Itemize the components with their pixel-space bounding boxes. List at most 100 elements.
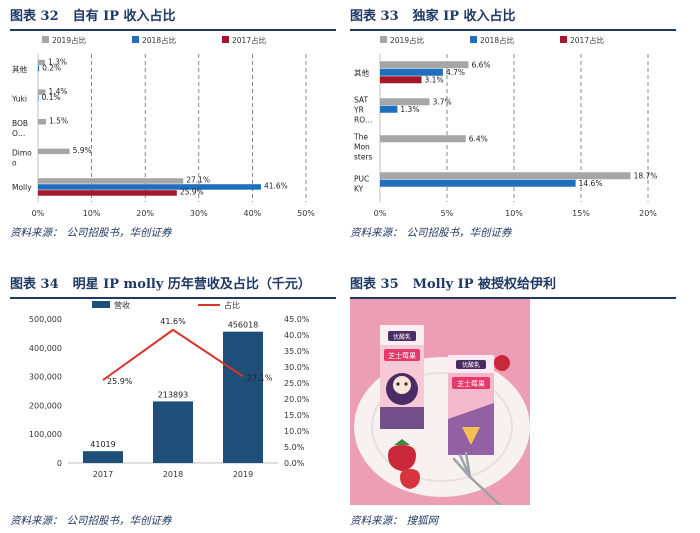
figure-35-number: 图表 35 [350,277,399,292]
bar-label-3-1: 14.6% [579,179,603,188]
legend-label-2: 2017占比 [570,35,605,45]
category-label-2-1: O… [12,129,25,138]
bar-4-0 [38,178,184,184]
figure-33-title-text: 独家 IP 收入占比 [412,9,516,24]
category-label-2-2: sters [354,153,373,162]
bar-label-2-0: 1.5% [49,117,68,126]
y-right-tick-1: 5.0% [284,443,305,452]
y-left-tick-1: 100,000 [29,430,62,439]
bar-3-0 [380,172,631,180]
y-left-tick-0: 0 [57,459,62,468]
y-left-tick-3: 300,000 [29,373,62,382]
revenue-bar-1 [153,401,193,463]
legend-label-0: 2019占比 [52,35,87,45]
category-label-2-0: BOB [12,119,28,128]
figure-34-title: 图表 34 明星 IP molly 历年营收及占比（千元） [10,274,311,296]
figure-34-number: 图表 34 [10,277,59,292]
bar-0-1 [380,68,443,76]
x-tick-label-2: 10% [505,209,523,218]
x-tick-label-0: 0% [374,209,387,218]
bar-0-1 [38,65,40,72]
figure-35-rule [350,297,676,299]
figure-32-number: 图表 32 [10,9,59,24]
box-right-product: 芝士莓果 [457,379,485,388]
figure-33-source-text: 公司招股书，华创证券 [406,227,512,239]
figure-32-chart: 2019占比 2018占比 2017占比 0% 10% 20% 30% 40% 50% 其他 1.3… [11,35,315,218]
legend-swatch-0 [380,36,387,43]
bar-label-0-1: 4.7% [446,68,465,77]
x-tick-label-4: 40% [244,209,262,218]
bar-1-1 [38,95,39,101]
bar-label-3-0: 5.9% [73,146,92,155]
x-tick-label-1: 5% [441,209,454,218]
category-label-0-0: 其他 [12,64,27,74]
bar-0-0 [38,59,45,66]
box-left-brand: 优酸乳 [393,333,411,341]
bar-4-2 [38,190,177,196]
figure-32-title: 图表 32 自有 IP 收入占比 [10,6,176,28]
legend-label-bars: 营收 [114,300,130,310]
bar-label-4-0: 27.1% [186,176,210,185]
legend-swatch-bars [92,301,110,308]
bar-1-0 [38,89,46,95]
category-label-3-0: PUC [354,175,369,184]
y-right-tick-2: 10.0% [284,427,310,436]
legend-swatch-0 [42,36,49,43]
x-tick-label-3: 15% [572,209,590,218]
share-label-0: 25.9% [107,377,133,386]
x-tick-label-2: 2019 [233,470,253,479]
figure-34-source-text: 公司招股书，华创证券 [66,515,172,527]
drink-box-left: 优酸乳 芝士莓果 [380,325,424,429]
bar-3-0 [38,148,70,155]
y-right-tick-9: 45.0% [284,315,310,324]
legend-label-1: 2018占比 [142,35,177,45]
figure-32-title-text: 自有 IP 收入占比 [72,9,176,24]
y-left-tick-4: 400,000 [29,344,62,353]
bar-0-0 [380,61,469,69]
figure-35-title: 图表 35 Molly IP 被授权给伊利 [350,274,556,296]
bar-3-1 [380,179,576,187]
figure-34-panel: 图表 34 明星 IP molly 历年营收及占比（千元） 营收 占比 0 100,00… [10,274,336,530]
category-label-1-0: Yuki [11,94,27,103]
figure-35-panel: 图表 35 Molly IP 被授权给伊利 优酸乳 芝士莓果 [350,274,676,530]
category-label-3-0: Dimo [12,149,32,158]
y-left-tick-5: 500,000 [29,315,62,324]
figure-32-source: 资料来源： 公司招股书，华创证券 [10,225,172,240]
bar-2-0 [380,135,466,143]
x-tick-label-3: 30% [190,209,208,218]
legend-swatch-2 [222,36,229,43]
bar-1-0 [380,98,430,106]
legend-label-line: 占比 [224,300,240,310]
y-right-tick-5: 25.0% [284,379,310,388]
y-right-tick-3: 15.0% [284,411,310,420]
figure-33-rule [350,29,676,31]
x-tick-label-1: 2018 [163,470,183,479]
category-label-2-1: Mon [354,143,370,152]
category-label-1-0: SAT [354,96,368,105]
bar-label-2-0: 6.4% [469,134,488,143]
bar-2-0 [38,119,47,125]
category-label-1-2: RO… [354,116,373,125]
bar-0-2 [380,76,422,84]
figure-33-source: 资料来源： 公司招股书，华创证券 [350,225,512,240]
bar-1-1 [380,105,398,113]
x-tick-label-4: 20% [639,209,657,218]
figure-34-rule [10,297,336,299]
revenue-bar-0 [83,451,123,463]
category-label-0-0: 其他 [354,68,369,78]
bar-label-0-1: 0.2% [42,63,61,72]
figure-34-source: 资料来源： 公司招股书，华创证券 [10,513,172,528]
bar-label-0-2: 3.1% [425,75,444,84]
bar-label-4-2: 25.9% [180,188,204,197]
figure-33-title: 图表 33 独家 IP 收入占比 [350,6,516,28]
share-line [102,328,244,381]
bar-label-1-1: 1.3% [400,105,419,114]
bar-label-1-0: 1.4% [49,87,68,96]
y-right-tick-0: 0.0% [284,459,305,468]
share-label-2: 27.1% [247,373,273,382]
y-right-tick-8: 40.0% [284,331,310,340]
legend-label-1: 2018占比 [480,35,515,45]
category-label-3-1: KY [354,185,364,194]
category-label-3-1: o [12,159,17,168]
category-label-4-0: Molly [12,183,32,192]
